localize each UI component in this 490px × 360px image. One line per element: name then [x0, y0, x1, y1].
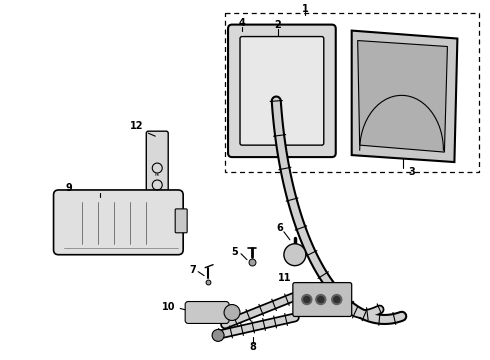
- Text: 8: 8: [249, 342, 256, 352]
- Circle shape: [316, 294, 326, 305]
- Text: 1: 1: [301, 4, 308, 14]
- Text: 4: 4: [239, 18, 245, 28]
- Polygon shape: [358, 41, 447, 152]
- Circle shape: [304, 297, 310, 302]
- FancyBboxPatch shape: [240, 37, 324, 145]
- Text: 7: 7: [190, 265, 196, 275]
- FancyBboxPatch shape: [53, 190, 183, 255]
- Circle shape: [334, 297, 340, 302]
- Text: 9: 9: [65, 183, 72, 193]
- Text: 11: 11: [278, 273, 292, 283]
- Circle shape: [224, 305, 240, 320]
- Bar: [225, 13, 479, 172]
- Text: hh: hh: [155, 173, 160, 177]
- FancyBboxPatch shape: [228, 24, 336, 157]
- Circle shape: [284, 244, 306, 266]
- Text: 10: 10: [162, 302, 175, 311]
- Text: 2: 2: [274, 19, 281, 30]
- Text: 12: 12: [129, 121, 143, 131]
- FancyBboxPatch shape: [293, 283, 352, 316]
- FancyBboxPatch shape: [185, 302, 229, 323]
- Circle shape: [302, 294, 312, 305]
- Circle shape: [318, 297, 324, 302]
- Text: 6: 6: [276, 223, 283, 233]
- Text: 3: 3: [408, 167, 415, 177]
- FancyBboxPatch shape: [147, 131, 168, 225]
- Circle shape: [332, 294, 342, 305]
- Circle shape: [212, 329, 224, 341]
- FancyBboxPatch shape: [175, 209, 187, 233]
- Text: 5: 5: [232, 247, 239, 257]
- Polygon shape: [352, 31, 457, 162]
